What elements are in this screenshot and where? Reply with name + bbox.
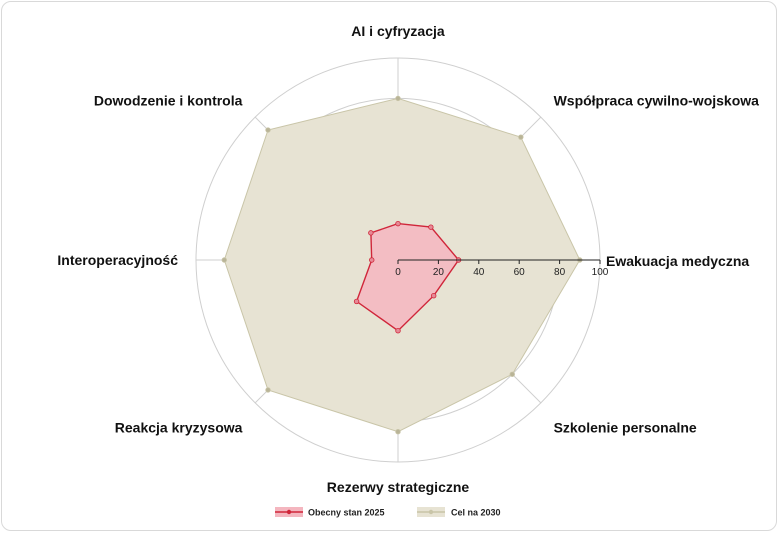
radial-tick-label: 60 xyxy=(514,267,526,278)
data-point-current[interactable] xyxy=(369,257,375,263)
axis-label: AI i cyfryzacja xyxy=(351,23,445,39)
data-point-target[interactable] xyxy=(265,387,271,393)
legend-marker-target xyxy=(428,509,434,515)
data-point-target[interactable] xyxy=(518,134,524,140)
radial-tick-label: 100 xyxy=(592,267,609,278)
data-point-current[interactable] xyxy=(395,220,401,227)
data-point-current[interactable] xyxy=(431,293,437,299)
axis-label: Rezerwy strategiczne xyxy=(327,479,470,495)
axis-label: Współpraca cywilno-wojskowa xyxy=(554,92,760,108)
radial-axis: 0 20 40 60 80 100 xyxy=(395,259,609,278)
data-point-current[interactable] xyxy=(395,328,401,334)
legend-marker-current xyxy=(286,509,292,515)
radial-tick-label: 40 xyxy=(473,267,485,278)
radial-tick-label: 80 xyxy=(554,267,566,278)
legend-item-target[interactable]: Cel na 2030 xyxy=(417,507,501,518)
data-point-target[interactable] xyxy=(221,257,227,263)
axis-label: Reakcja kryzysowa xyxy=(115,420,243,436)
data-point-current[interactable] xyxy=(428,224,434,230)
axis-label: Interoperacyjność xyxy=(57,252,178,268)
axis-label: Dowodzenie i kontrola xyxy=(94,92,243,108)
radar-series xyxy=(221,95,583,435)
data-point-target[interactable] xyxy=(395,429,401,435)
data-point-target[interactable] xyxy=(509,371,515,377)
axis-labels: Ewakuacja medyczna Współpraca cywilno-woj… xyxy=(57,23,759,495)
data-point-target[interactable] xyxy=(395,95,401,102)
axis-label: Ewakuacja medyczna xyxy=(606,253,749,269)
data-point-target[interactable] xyxy=(265,127,271,133)
legend: Obecny stan 2025 Cel na 2030 xyxy=(275,507,501,518)
data-point-current[interactable] xyxy=(368,230,374,236)
data-point-current[interactable] xyxy=(353,298,360,305)
axis-label: Szkolenie personalne xyxy=(554,420,697,436)
legend-label-current: Obecny stan 2025 xyxy=(308,508,385,518)
legend-item-current[interactable]: Obecny stan 2025 xyxy=(275,507,385,518)
radial-tick-label: 20 xyxy=(433,267,445,278)
radial-tick-label: 0 xyxy=(395,267,401,278)
legend-label-target: Cel na 2030 xyxy=(451,508,501,518)
